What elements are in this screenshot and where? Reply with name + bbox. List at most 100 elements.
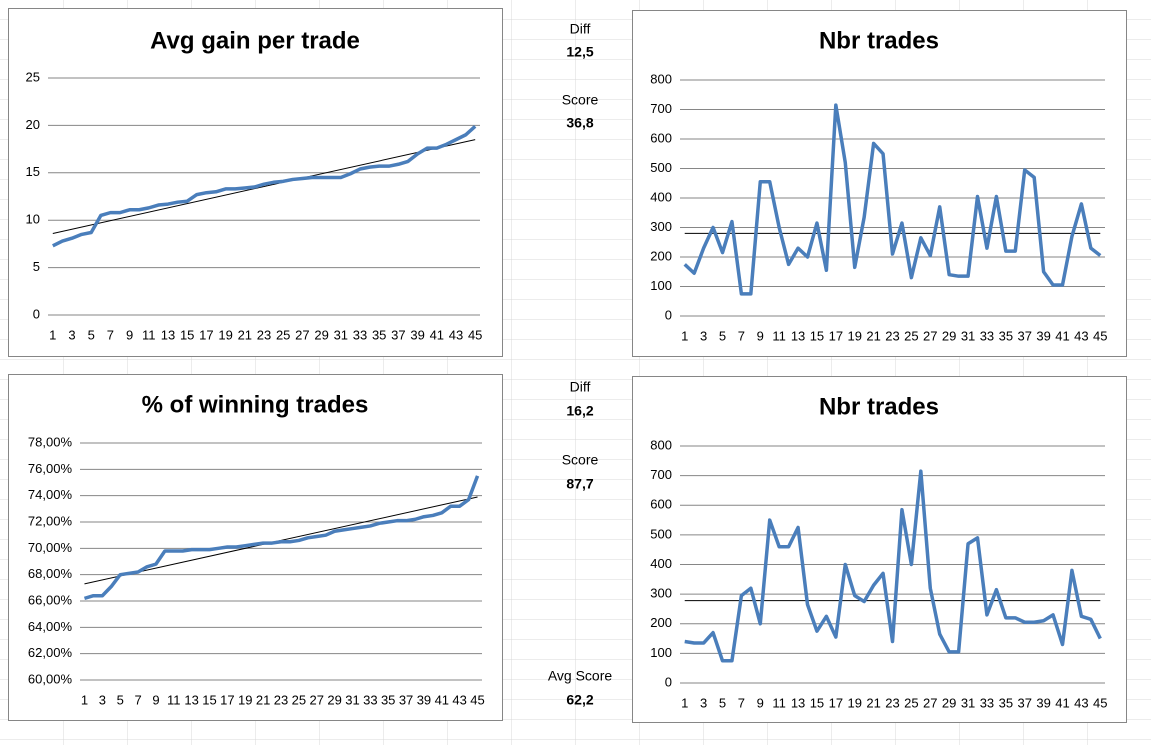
x-tick-label: 37	[391, 327, 405, 342]
x-tick-label: 39	[417, 692, 431, 707]
trendline	[52, 139, 476, 234]
x-tick-label: 9	[152, 692, 159, 707]
chart-title: Avg gain per trade	[150, 27, 360, 54]
x-tick-label: 3	[99, 692, 106, 707]
y-tick-label: 800	[650, 437, 672, 452]
y-tick-label: 100	[650, 278, 672, 293]
x-tick-label: 39	[410, 327, 424, 342]
x-tick-label: 21	[238, 327, 252, 342]
x-tick-label: 41	[430, 327, 444, 342]
chart-frame	[632, 376, 1127, 723]
y-tick-label: 76,00%	[28, 461, 73, 476]
x-tick-label: 13	[791, 695, 805, 710]
x-tick-label: 5	[117, 692, 124, 707]
x-tick-label: 33	[363, 692, 377, 707]
data-line	[52, 125, 477, 248]
x-tick-label: 7	[134, 692, 141, 707]
x-tick-label: 5	[719, 695, 726, 710]
x-tick-label: 9	[757, 328, 764, 343]
x-tick-label: 17	[829, 695, 843, 710]
chart-frame	[8, 374, 503, 721]
x-tick-label: 5	[88, 327, 95, 342]
x-tick-label: 15	[810, 328, 824, 343]
x-tick-label: 41	[1055, 695, 1069, 710]
y-tick-label: 500	[650, 160, 672, 175]
data-line	[683, 103, 1102, 296]
cell-label: Diff	[570, 21, 591, 37]
chart-frame	[632, 10, 1127, 357]
x-tick-label: 31	[961, 328, 975, 343]
y-tick-label: 66,00%	[28, 592, 73, 607]
y-tick-label: 500	[650, 526, 672, 541]
x-tick-label: 3	[68, 327, 75, 342]
chart: % of winning trades 60,00% 62,00% 64,00% 66,…	[8, 374, 503, 721]
x-tick-label: 25	[292, 692, 306, 707]
x-tick-label: 15	[202, 692, 216, 707]
x-tick-label: 21	[866, 695, 880, 710]
x-tick-label: 7	[738, 695, 745, 710]
x-tick-label: 31	[334, 327, 348, 342]
y-tick-label: 200	[650, 248, 672, 263]
x-tick-label: 45	[1093, 328, 1107, 343]
y-tick-label: 70,00%	[28, 540, 73, 555]
x-tick-label: 1	[681, 328, 688, 343]
x-tick-label: 13	[161, 327, 175, 342]
x-tick-label: 19	[238, 692, 252, 707]
x-tick-label: 23	[257, 327, 271, 342]
x-tick-label: 31	[961, 695, 975, 710]
x-tick-label: 3	[700, 328, 707, 343]
chart-title: % of winning trades	[142, 391, 369, 418]
y-tick-label: 100	[650, 645, 672, 660]
x-tick-label: 9	[757, 695, 764, 710]
x-tick-label: 39	[1036, 695, 1050, 710]
x-tick-label: 43	[1074, 695, 1088, 710]
y-tick-label: 800	[650, 71, 672, 86]
y-tick-label: 300	[650, 586, 672, 601]
data-line	[83, 475, 480, 601]
x-tick-label: 13	[791, 328, 805, 343]
cell-value: 36,8	[566, 115, 593, 131]
chart-frame	[8, 8, 503, 357]
x-tick-label: 29	[942, 695, 956, 710]
y-tick-label: 0	[33, 306, 40, 321]
x-tick-label: 29	[942, 328, 956, 343]
x-tick-label: 39	[1036, 328, 1050, 343]
x-tick-label: 45	[470, 692, 484, 707]
x-tick-label: 29	[327, 692, 341, 707]
y-tick-label: 20	[26, 117, 40, 132]
y-tick-label: 5	[33, 259, 40, 274]
x-tick-label: 11	[772, 695, 786, 710]
x-tick-label: 45	[1093, 695, 1107, 710]
x-tick-label: 27	[923, 328, 937, 343]
y-tick-label: 62,00%	[28, 645, 73, 660]
cell-value: 87,7	[566, 476, 593, 492]
cell-label: Avg Score	[548, 668, 613, 684]
x-tick-label: 19	[847, 328, 861, 343]
y-tick-label: 64,00%	[28, 619, 73, 634]
y-tick-label: 400	[650, 189, 672, 204]
x-tick-label: 35	[999, 695, 1013, 710]
x-tick-label: 35	[999, 328, 1013, 343]
y-tick-label: 700	[650, 467, 672, 482]
x-tick-label: 21	[256, 692, 270, 707]
x-tick-label: 25	[276, 327, 290, 342]
x-tick-label: 23	[274, 692, 288, 707]
y-tick-label: 10	[26, 212, 40, 227]
x-tick-label: 25	[904, 328, 918, 343]
cell-label: Score	[562, 92, 599, 108]
x-tick-label: 17	[220, 692, 234, 707]
cell-value: 12,5	[566, 44, 593, 60]
cell-value: 16,2	[566, 403, 593, 419]
x-tick-label: 41	[435, 692, 449, 707]
x-tick-label: 31	[345, 692, 359, 707]
x-tick-label: 5	[719, 328, 726, 343]
x-tick-label: 37	[1017, 328, 1031, 343]
x-tick-label: 33	[980, 695, 994, 710]
x-tick-label: 17	[199, 327, 213, 342]
x-tick-label: 43	[449, 327, 463, 342]
x-tick-label: 33	[353, 327, 367, 342]
x-tick-label: 41	[1055, 328, 1069, 343]
x-tick-label: 9	[126, 327, 133, 342]
